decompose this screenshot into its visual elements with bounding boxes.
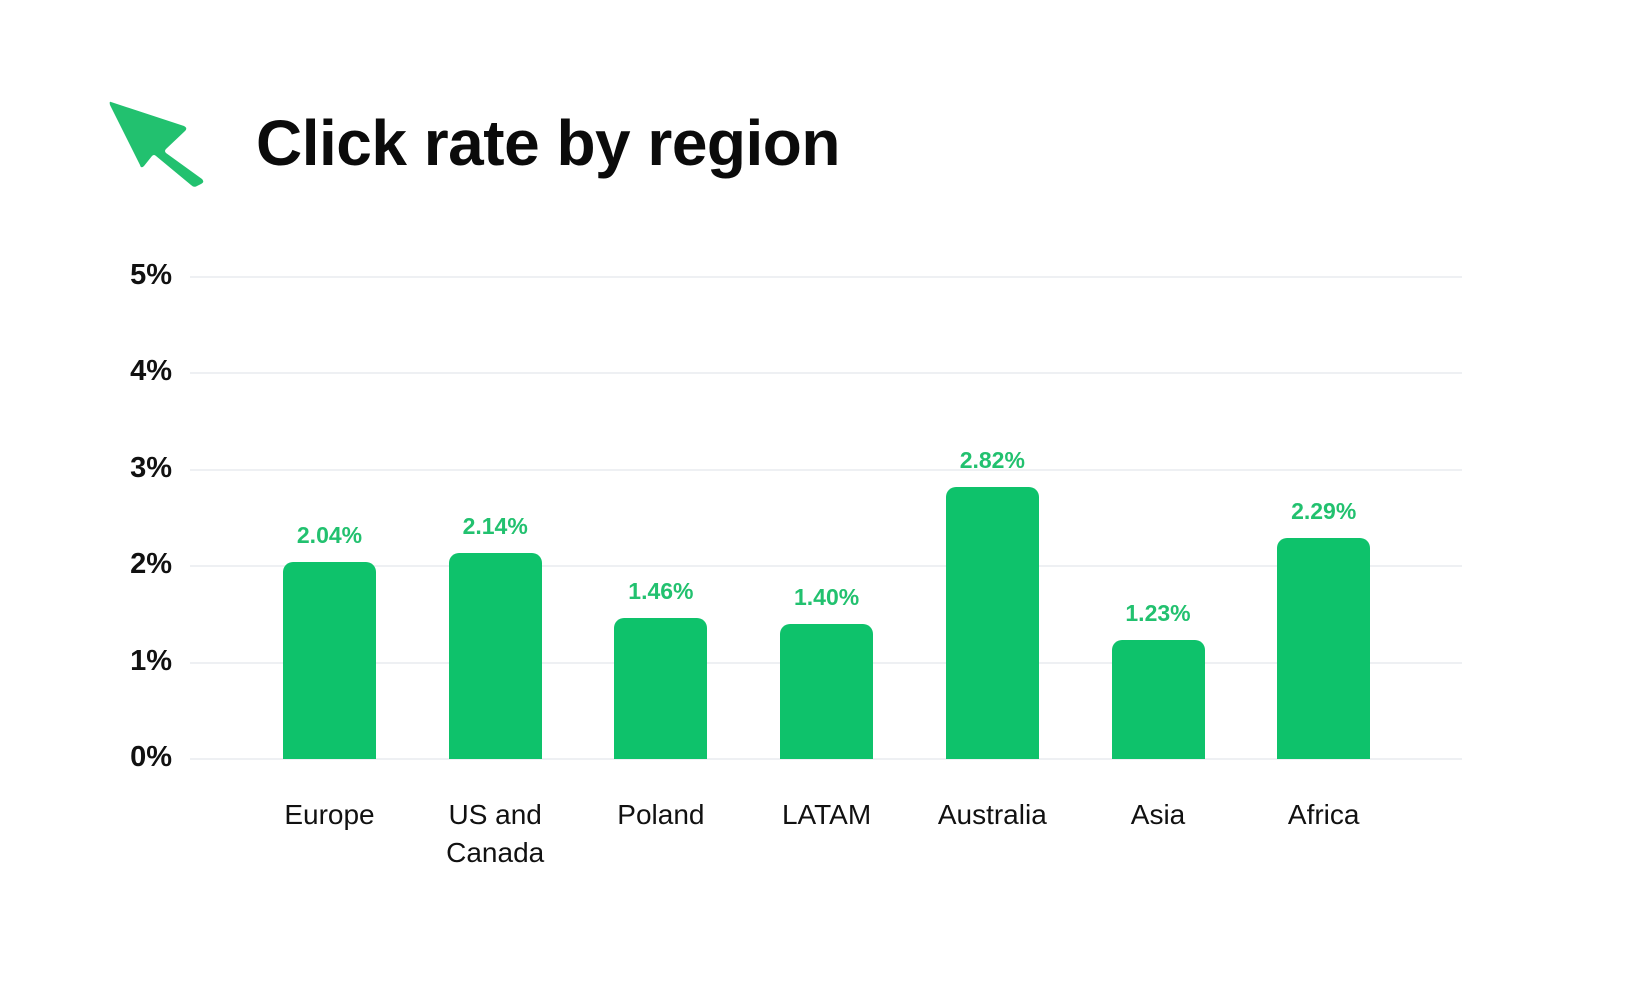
gridline (190, 276, 1462, 278)
bar-asia[interactable] (1111, 640, 1205, 759)
chart-title: Click rate by region (256, 107, 840, 179)
x-axis-category-label: LATAM (781, 799, 872, 830)
gridline (190, 565, 1462, 568)
bar-value-label: 2.04% (296, 522, 363, 549)
bar-europe[interactable] (283, 562, 376, 759)
bar-value-label: 1.40% (793, 584, 860, 611)
y-axis-tick-label: 0% (130, 741, 172, 773)
x-axis-category-label: Africa (1287, 799, 1360, 830)
bar-us-and-canada[interactable] (448, 552, 542, 759)
bar-australia[interactable] (945, 487, 1039, 759)
x-axis-category-label: US and Canada (446, 799, 545, 868)
y-axis-tick-label: 5% (130, 259, 172, 291)
cursor-arrow-icon (109, 101, 204, 187)
y-axis-tick-label: 4% (130, 355, 172, 388)
x-axis-category-label: Asia (1130, 799, 1186, 830)
x-axis-category-label: Australia (937, 799, 1047, 830)
bar-value-label: 1.23% (1125, 600, 1191, 627)
bar-value-label: 2.29% (1291, 498, 1357, 525)
bar-value-label: 2.14% (462, 512, 528, 539)
gridline (190, 372, 1462, 375)
x-axis-category-label: Poland (617, 799, 705, 830)
gridline (190, 468, 1462, 471)
y-axis-tick-label: 3% (130, 451, 172, 484)
y-axis-tick-label: 1% (130, 644, 172, 677)
y-axis-tick-label: 2% (130, 548, 172, 581)
bar-value-label: 2.82% (959, 447, 1025, 474)
gridline (190, 758, 1462, 760)
bar-value-label: 1.46% (628, 578, 694, 605)
x-axis-category-label: Europe (284, 799, 375, 830)
bar-latam[interactable] (780, 624, 874, 759)
bar-africa[interactable] (1277, 538, 1371, 759)
bar-poland[interactable] (614, 618, 708, 759)
